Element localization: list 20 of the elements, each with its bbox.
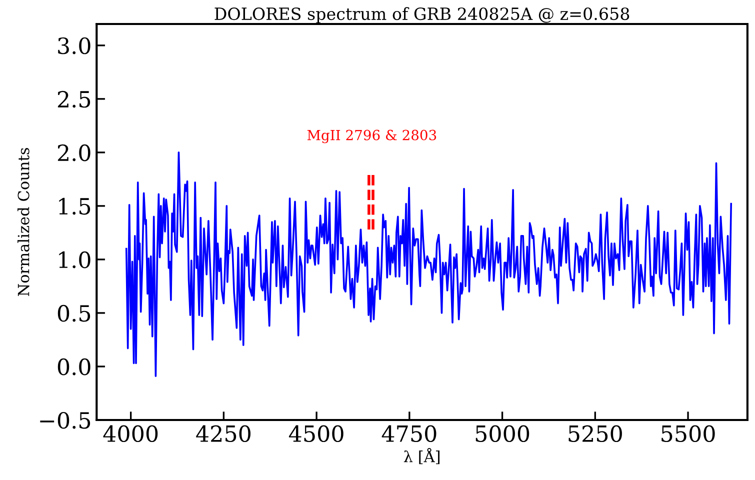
x-tick-label: 4500 (288, 425, 344, 442)
chart-title: DOLORES spectrum of GRB 240825A @ z=0.658 (214, 7, 630, 24)
y-tick-label: 3.0 (58, 37, 90, 54)
x-tick-label: 4750 (382, 425, 436, 442)
x-tick-label: 5000 (476, 425, 530, 442)
y-tick-label: 1.0 (59, 251, 90, 268)
y-tick-label: 2.5 (58, 90, 90, 108)
y-tick-label: 0.5 (58, 304, 90, 322)
x-tick-label: 5500 (662, 425, 715, 442)
annotation: MgII 2796 & 2803 (307, 130, 436, 144)
x-tick-label: 4000 (103, 425, 158, 442)
y-tick-label: 0.0 (58, 358, 90, 376)
x-tick-label: 5250 (568, 425, 622, 442)
x-tick-label: 4250 (196, 425, 250, 442)
y-tick-label: 1.5 (59, 198, 90, 215)
line-series (125, 152, 732, 378)
x-axis-title: λ [Å] (404, 448, 440, 464)
y-tick-label: −0.5 (40, 412, 90, 429)
y-tick-label: 2.0 (58, 144, 90, 162)
y-axis-title: Normalized Counts (17, 148, 30, 296)
